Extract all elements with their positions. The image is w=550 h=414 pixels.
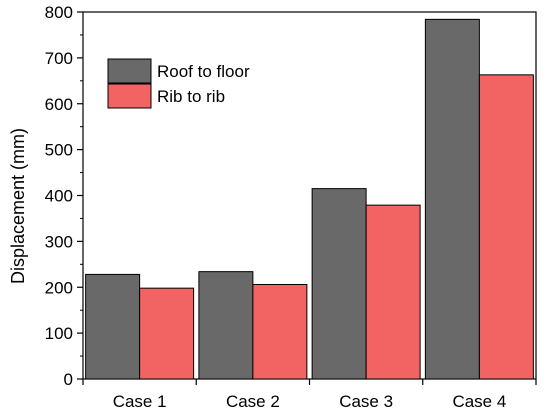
bar-roof-to-floor-4 — [424, 18, 480, 380]
y-tick-label: 400 — [45, 187, 73, 206]
bar-roof-to-floor-2 — [198, 271, 254, 380]
y-tick-label: 500 — [45, 141, 73, 160]
x-tick-label: Case 1 — [113, 392, 167, 411]
legend: Roof to floor Rib to rib — [107, 58, 250, 109]
bar-roof-to-floor-1 — [85, 273, 141, 380]
y-tick-label: 800 — [45, 3, 73, 22]
y-tick-label: 300 — [45, 232, 73, 251]
bar-rib-to-rib-3 — [365, 204, 421, 380]
bar-rib-to-rib-1 — [139, 287, 195, 380]
x-tick-label: Case 4 — [452, 392, 506, 411]
y-tick-label: 0 — [64, 370, 73, 389]
y-tick-label: 700 — [45, 49, 73, 68]
y-tick-label: 600 — [45, 95, 73, 114]
y-tick-label: 100 — [45, 324, 73, 343]
x-axis: Case 1 Case 2 Case 3 Case 4 — [82, 379, 537, 411]
bar-roof-to-floor-3 — [311, 188, 367, 380]
legend-label-rib-to-rib: Rib to rib — [157, 87, 225, 106]
y-axis-title: Displacement (mm) — [8, 128, 28, 284]
bars-group — [85, 18, 534, 380]
y-axis: 0 100 200 300 400 500 600 700 800 — [45, 3, 83, 389]
bar-rib-to-rib-4 — [478, 74, 534, 380]
legend-swatch-roof-to-floor — [107, 58, 152, 84]
y-tick-label: 200 — [45, 278, 73, 297]
legend-swatch-rib-to-rib — [107, 83, 152, 109]
bar-rib-to-rib-2 — [252, 283, 308, 380]
x-tick-label: Case 3 — [339, 392, 393, 411]
legend-label-roof-to-floor: Roof to floor — [157, 62, 250, 81]
x-tick-label: Case 2 — [226, 392, 280, 411]
